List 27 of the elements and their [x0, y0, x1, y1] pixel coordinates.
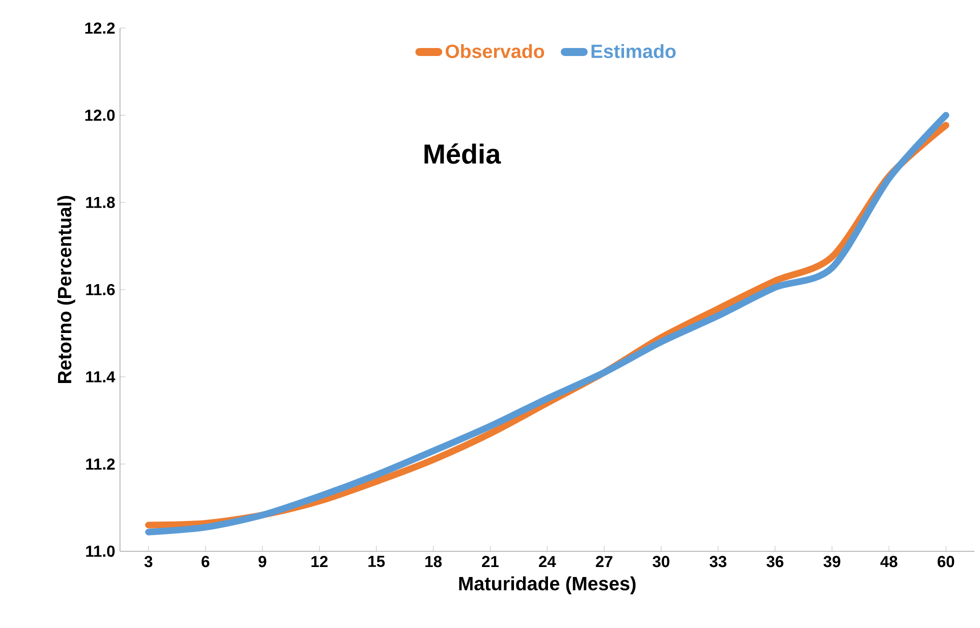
x-tick-label: 18: [425, 556, 442, 568]
annotation: Média: [424, 143, 501, 164]
legend-label: Estimado: [592, 44, 676, 58]
x-tick-label: 60: [938, 556, 954, 568]
x-tick-label: 36: [766, 556, 784, 568]
x-tick-label: 9: [258, 556, 266, 568]
x-tick-label: 27: [596, 556, 612, 568]
x-tick-label: 21: [482, 556, 499, 568]
x-tick-label: 24: [538, 556, 556, 568]
y-tick-label: 11.0: [86, 546, 115, 557]
x-tick-label: 15: [368, 556, 385, 568]
x-tick-label: 30: [652, 556, 670, 568]
x-tick-label: 39: [824, 556, 840, 568]
y-tick-label: 11.8: [86, 196, 115, 208]
x-axis-title: Maturidade (Meses): [459, 576, 636, 594]
x-tick-label: 3: [144, 556, 152, 568]
y-tick-label: 12.2: [85, 22, 115, 34]
y-axis-title: Retorno (Percentual): [57, 196, 76, 383]
x-tick-label: 6: [202, 556, 210, 568]
x-tick-label: 48: [880, 556, 898, 568]
y-tick-label: 11.2: [86, 458, 115, 470]
y-tick-label: 11.6: [86, 284, 115, 296]
y-tick-label: 11.4: [86, 371, 116, 382]
x-tick-label: 33: [710, 556, 726, 568]
x-tick-label: 12: [312, 556, 328, 568]
y-tick-label: 12.0: [85, 110, 115, 121]
legend-label: Observado: [446, 44, 544, 58]
